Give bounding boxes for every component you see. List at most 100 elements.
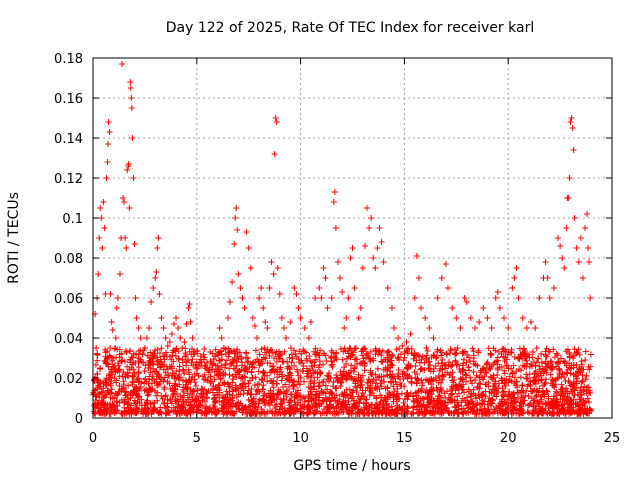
background-point [124,363,131,370]
background-point [352,403,359,410]
background-point [260,408,267,415]
background-point [500,345,507,352]
background-point [403,407,410,414]
data-point [505,325,512,331]
data-point [125,161,132,167]
data-point [162,335,169,341]
background-point [423,376,430,383]
background-point [206,408,213,415]
background-point [408,378,415,385]
background-point [396,345,403,352]
data-point [187,319,194,325]
background-point [337,403,344,410]
background-point [192,382,199,389]
background-point [570,381,577,388]
background-point [495,402,502,409]
data-point [273,119,280,125]
background-point [367,348,374,355]
background-point [107,345,114,352]
background-point [483,369,490,376]
background-point [114,360,121,367]
data-point [331,189,338,195]
data-point [274,265,281,271]
background-point [437,384,444,391]
data-point [229,279,236,285]
background-point [121,389,128,396]
background-point [212,366,219,373]
background-point [326,394,333,401]
background-point [186,371,193,378]
background-point [279,373,286,380]
background-point [131,409,138,416]
background-point [219,391,226,398]
background-point [183,381,190,388]
background-point [142,362,149,369]
background-point [292,408,299,415]
background-point [584,406,591,413]
background-point [560,357,567,364]
background-point [129,373,136,380]
background-point [529,349,536,356]
background-point [395,354,402,361]
background-point [95,404,102,411]
background-point [460,408,467,415]
background-point [578,396,585,403]
background-point [337,368,344,375]
data-point [227,299,234,305]
background-point [311,383,318,390]
background-point [276,406,283,413]
background-point [548,380,555,387]
background-point [367,358,374,365]
background-point [116,346,123,353]
background-point [415,402,422,409]
background-point [355,393,362,400]
background-point [438,387,445,394]
background-point [418,365,425,372]
background-point [168,363,175,370]
background-point [477,369,484,376]
background-point [299,410,306,417]
background-point [287,345,294,352]
background-point [409,409,416,416]
background-point [345,408,352,415]
background-point [462,348,469,355]
background-point [361,393,368,400]
data-point [254,335,261,341]
background-point [204,394,211,401]
background-point [233,346,240,353]
data-point [131,241,138,247]
background-point [533,345,540,352]
y-tick-label: 0.02 [54,372,83,387]
background-point [345,369,352,376]
background-point [281,348,288,355]
background-point [135,369,142,376]
data-point [173,315,180,321]
background-point [507,400,514,407]
data-point [216,325,223,331]
background-point [558,381,565,388]
background-point [392,378,399,385]
data-point [384,285,391,291]
background-point [533,392,540,399]
background-point [207,373,214,380]
background-point [180,398,187,405]
background-point [252,403,259,410]
background-point [248,360,255,367]
background-point [331,394,338,401]
background-point [216,349,223,356]
background-point [387,371,394,378]
background-point [410,355,417,362]
background-point [401,354,408,361]
background-point [255,386,262,393]
data-point [271,151,278,157]
data-point [183,321,190,327]
background-point [253,387,260,394]
background-point [434,397,441,404]
background-point [573,378,580,385]
background-point [442,404,449,411]
background-point [423,355,430,362]
background-point [315,397,322,404]
background-point [285,363,292,370]
data-point [347,255,354,261]
background-point [300,363,307,370]
